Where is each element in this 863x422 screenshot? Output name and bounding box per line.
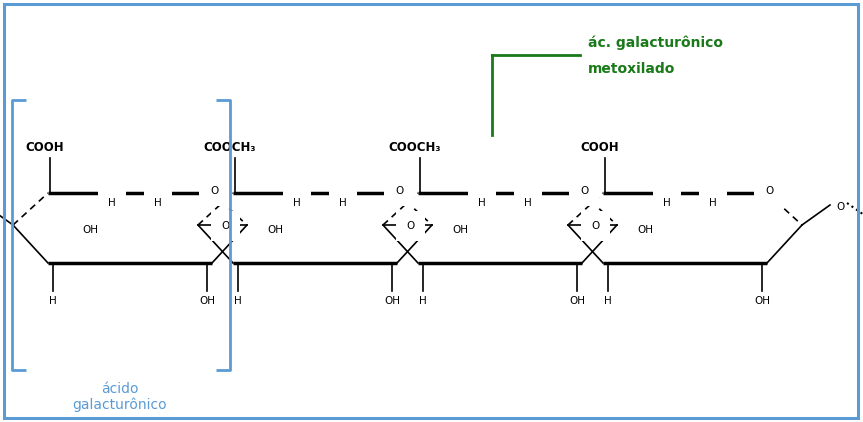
Text: OH: OH [637,225,653,235]
Text: COOCH₃: COOCH₃ [204,141,256,154]
Text: H: H [108,198,116,208]
Text: H: H [709,198,717,208]
Text: ác. galacturônico: ác. galacturônico [588,36,723,50]
Text: COOH: COOH [26,141,65,154]
Text: COOCH₃: COOCH₃ [388,141,441,154]
Text: O: O [591,221,600,231]
Text: O: O [765,186,773,196]
Text: H: H [154,198,162,208]
Text: H: H [339,198,347,208]
Text: H: H [524,198,532,208]
Text: O: O [210,186,218,196]
Text: OH: OH [82,225,98,235]
Text: H: H [419,296,427,306]
Text: OH: OH [199,296,215,306]
Text: H: H [663,198,671,208]
Text: galacturônico: galacturônico [72,398,167,412]
Text: OH: OH [569,296,585,306]
Text: OH: OH [267,225,283,235]
Text: OH: OH [384,296,400,306]
Text: OH: OH [452,225,468,235]
Text: O: O [395,186,403,196]
Text: H: H [604,296,612,306]
Text: O: O [836,202,844,212]
Text: OH: OH [754,296,770,306]
Text: O: O [222,221,230,231]
Text: O: O [406,221,414,231]
Text: metoxilado: metoxilado [588,62,676,76]
Text: H: H [234,296,242,306]
Text: O: O [580,186,588,196]
Text: H: H [49,296,57,306]
Text: COOH: COOH [581,141,620,154]
Text: H: H [293,198,301,208]
Text: ácido: ácido [101,382,139,396]
Text: H: H [478,198,486,208]
